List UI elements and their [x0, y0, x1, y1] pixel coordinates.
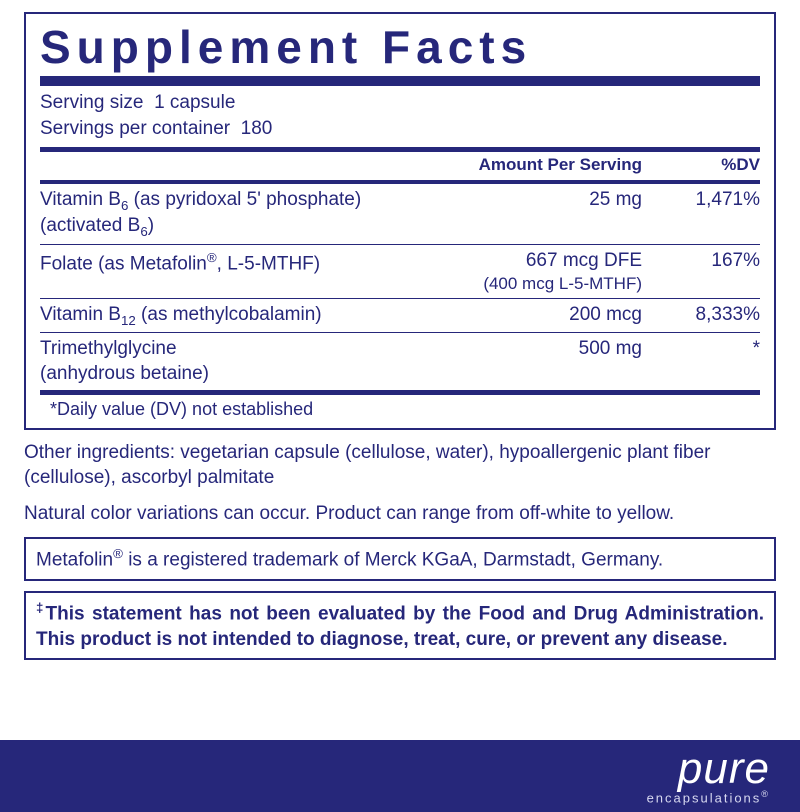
panel-title: Supplement Facts [40, 20, 760, 74]
nutrient-dv: 167% [650, 249, 760, 274]
supplement-facts-panel: Supplement Facts Serving size 1 capsule … [24, 12, 776, 430]
nutrient-amount: 500 mg [450, 337, 650, 362]
brand-bar: pure encapsulations® [0, 740, 800, 812]
brand-sub: encapsulations® [647, 790, 770, 805]
nutrient-dv: * [650, 337, 760, 362]
header-dv: %DV [650, 154, 760, 176]
spc-label: Servings per container [40, 118, 230, 139]
nutrient-amount: 200 mcg [450, 303, 650, 328]
rule-thick [40, 76, 760, 86]
brand-logo: pure encapsulations® [647, 748, 770, 804]
dv-note: *Daily value (DV) not established [40, 390, 760, 422]
nutrient-name: Folate (as Metafolin®, L-5-MTHF) [40, 249, 450, 277]
serving-size: Serving size 1 capsule [40, 90, 760, 116]
table-row: Vitamin B12 (as methylcobalamin) 200 mcg… [40, 298, 760, 332]
color-variation-note: Natural color variations can occur. Prod… [24, 501, 776, 527]
nutrient-dv: 8,333% [650, 303, 760, 328]
fda-disclaimer-box: ‡This statement has not been evaluated b… [24, 591, 776, 661]
nutrient-amount: 25 mg [450, 188, 650, 213]
nutrient-dv: 1,471% [650, 188, 760, 213]
servings-per-container: Servings per container 180 [40, 116, 760, 142]
table-row: Vitamin B6 (as pyridoxal 5' phosphate) (… [40, 180, 760, 243]
trademark-box: Metafolin® is a registered trademark of … [24, 537, 776, 581]
serving-size-value: 1 capsule [154, 92, 235, 113]
serving-size-label: Serving size [40, 92, 144, 113]
nutrient-name: Trimethylglycine (anhydrous betaine) [40, 337, 450, 386]
header-amount: Amount Per Serving [450, 154, 650, 176]
table-row: Folate (as Metafolin®, L-5-MTHF) 667 mcg… [40, 244, 760, 299]
table-row: Trimethylglycine (anhydrous betaine) 500… [40, 332, 760, 389]
rule-med [40, 147, 760, 152]
table-header: Amount Per Serving %DV [40, 154, 760, 180]
nutrient-name: Vitamin B12 (as methylcobalamin) [40, 303, 450, 329]
nutrient-amount: 667 mcg DFE (400 mcg L-5-MTHF) [450, 249, 650, 296]
brand-main: pure [647, 748, 770, 790]
spc-value: 180 [241, 118, 273, 139]
nutrient-name: Vitamin B6 (as pyridoxal 5' phosphate) (… [40, 188, 450, 240]
other-ingredients: Other ingredients: vegetarian capsule (c… [24, 440, 776, 491]
